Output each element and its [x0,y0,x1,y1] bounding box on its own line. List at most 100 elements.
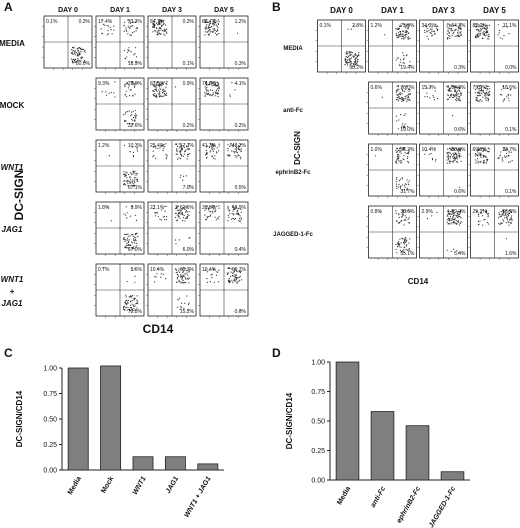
event-dot [457,220,459,222]
event-dot [476,94,478,97]
event-dot [179,209,181,211]
event-dot [211,83,213,85]
event-dot [165,278,167,280]
event-dot [128,61,130,63]
event-dot [352,63,354,65]
event-dot [124,183,126,185]
event-dot [124,57,126,60]
event-dot [214,210,216,212]
event-dot [477,92,479,94]
event-dot [486,26,488,28]
event-dot [213,205,215,207]
event-dot [207,216,210,218]
event-dot [135,240,137,242]
event-dot [231,275,234,277]
event-dot [124,303,127,305]
event-dots [152,205,191,245]
quadrant-value-ur: 38.6% [400,209,415,215]
quadrant-value-ur: 5.6% [131,267,143,273]
event-dot [396,148,398,150]
event-dot [84,61,86,63]
panel-b-flow-grid: DAY 0 DAY 1 DAY 3 DAY 5MEDIAanti-FcephrinB2… [273,6,519,260]
event-dot [426,87,428,89]
event-dot [506,95,508,97]
event-dot [497,34,499,36]
event-dot [397,90,399,92]
event-dot [188,143,190,145]
event-dot [156,28,158,30]
event-dot [396,120,398,122]
event-dot [133,298,135,300]
event-dot [136,114,138,117]
event-dot [232,217,234,219]
event-dot [126,303,128,305]
event-dot [506,155,508,157]
event-dot [349,58,351,60]
event-dot [160,22,162,24]
event-dot [447,209,449,211]
flow-plot: 13.2% 84.8%0.6% [417,81,468,136]
event-dot [213,23,216,25]
event-dot [164,210,166,212]
event-dot [179,176,181,178]
event-dot [184,281,186,284]
event-dots [152,19,168,36]
event-dot [453,223,455,225]
event-dot [397,28,399,30]
event-dot [238,271,240,273]
event-dot [187,278,189,280]
event-dot [215,22,217,24]
event-dot [424,96,426,98]
event-dot [448,32,450,34]
event-dot [404,96,406,98]
event-dot [132,123,134,125]
event-dot [240,144,242,146]
event-dot [131,182,133,184]
event-dot [498,29,501,32]
event-dot [397,85,399,87]
event-dot [408,24,410,26]
event-dot [457,33,459,35]
event-dot [129,244,131,246]
event-dot [125,180,127,182]
event-dot [136,295,138,297]
event-dot [176,278,178,280]
quadrant-value-ur: 88.0% [451,147,466,153]
event-dot [456,215,458,217]
event-dot [449,162,451,164]
event-dot [396,150,398,152]
quadrant-value-ur: 75.5% [400,23,415,29]
quadrant-value-ul: 10.4% [150,267,165,273]
y-axis-label: DC-SIGN/CD14 [285,392,294,449]
event-dot [406,85,408,87]
event-dot [72,59,74,61]
event-dot [237,209,239,211]
event-dot [499,93,502,96]
event-dot [78,51,80,54]
event-dot [128,110,130,112]
quadrant-value-lr: 67.1% [128,185,143,191]
event-dot [209,151,211,153]
event-dot [346,53,348,55]
event-dot [458,28,460,30]
event-dot [237,148,239,150]
event-dot [449,215,451,218]
event-dot [162,150,164,152]
event-dot [234,151,236,153]
event-dot [407,96,409,99]
event-dot [488,94,491,96]
event-dot [424,153,426,155]
event-dot [218,82,220,84]
flow-plot: 79.0% 18.6%0.1% [468,81,519,136]
event-dot [209,22,211,25]
event-dot [458,99,460,101]
panel-letter-d: D [272,346,281,360]
event-dot [156,33,158,36]
event-dot [158,19,160,21]
event-dot [122,237,124,239]
event-dot [237,271,239,273]
event-dot [486,97,488,99]
event-dot [214,32,217,34]
event-dots [101,81,138,125]
y-tick-label: 0.75 [311,389,325,396]
